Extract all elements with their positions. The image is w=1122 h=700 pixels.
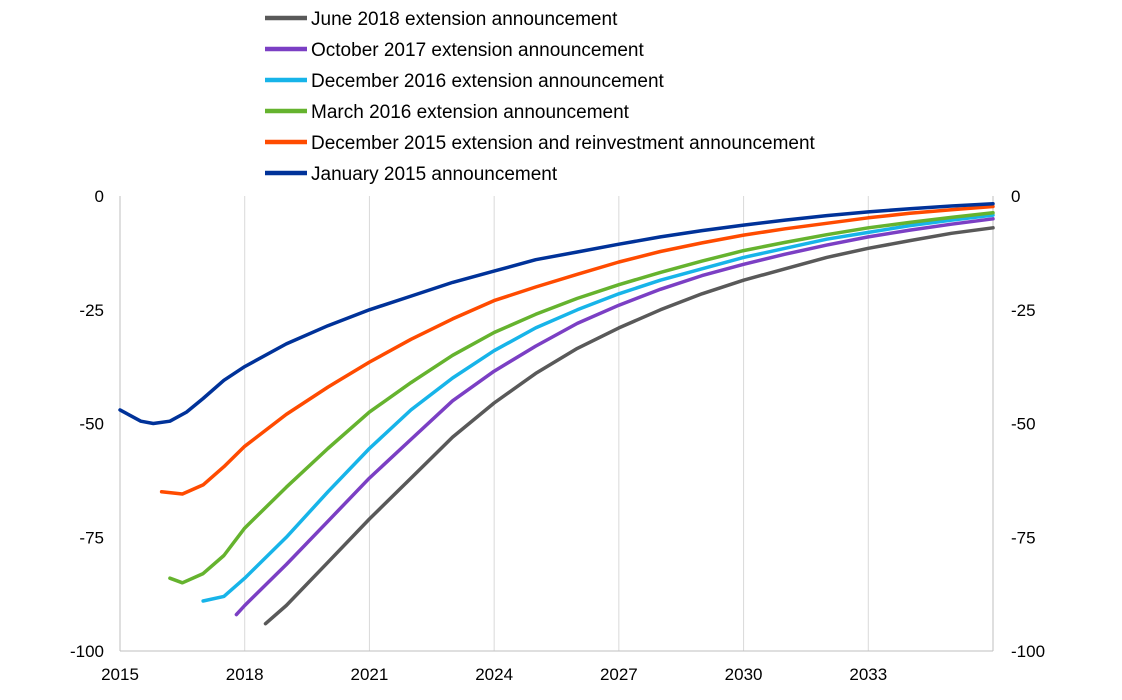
grid	[244, 196, 869, 651]
legend-label-4: December 2015 extension and reinvestment…	[311, 133, 816, 154]
series-group	[118, 201, 995, 626]
x-tick-label: 2018	[226, 665, 264, 684]
y-tick-label-right: -100	[1011, 642, 1045, 661]
legend-label-0: June 2018 extension announcement	[311, 9, 618, 30]
x-tick-label: 2027	[600, 665, 638, 684]
y-tick-label-left: 0	[95, 187, 104, 206]
legend-label-3: March 2016 extension announcement	[311, 102, 630, 123]
legend-label-2: December 2016 extension announcement	[311, 71, 665, 92]
legend-label-1: October 2017 extension announcement	[311, 40, 644, 61]
series-line-5	[118, 201, 995, 426]
y-tick-label-left: -50	[79, 415, 104, 434]
y-tick-label-right: 0	[1011, 187, 1020, 206]
series-line-4	[159, 204, 995, 496]
y-tick-label-right: -50	[1011, 415, 1036, 434]
x-tick-label: 2015	[101, 665, 139, 684]
x-tick-label: 2030	[725, 665, 763, 684]
series-line-0	[263, 226, 995, 626]
x-tick-label: 2024	[475, 665, 513, 684]
y-tick-label-right: -25	[1011, 301, 1036, 320]
x-tick-label: 2021	[351, 665, 389, 684]
series-line-1	[234, 217, 995, 617]
y-tick-label-left: -25	[79, 301, 104, 320]
y-tick-label-left: -100	[70, 642, 104, 661]
y-tick-label-right: -75	[1011, 528, 1036, 547]
series-line-3	[168, 211, 995, 585]
axes: 0 0 -25 -25 -50 -50 -75 -75 -100 -100 2015 2018 2021…	[70, 187, 1045, 684]
y-tick-label-left: -75	[79, 528, 104, 547]
legend-label-5: January 2015 announcement	[311, 164, 558, 185]
x-tick-label: 2033	[849, 665, 887, 684]
legend: June 2018 extension announcement October …	[265, 9, 816, 185]
series-line-2	[201, 213, 995, 603]
